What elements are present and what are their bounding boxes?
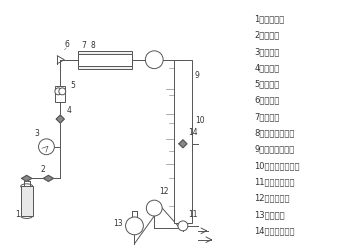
Bar [174, 60, 192, 223]
Text: 13、苯储罐: 13、苯储罐 [254, 209, 285, 218]
Polygon shape [150, 204, 158, 212]
Polygon shape [43, 176, 53, 182]
Text: 5、流量计: 5、流量计 [254, 79, 279, 88]
Text: 1: 1 [15, 209, 19, 218]
Text: 4: 4 [66, 105, 71, 114]
Text: 14: 14 [188, 128, 197, 137]
Text: 13: 13 [113, 218, 122, 228]
Polygon shape [22, 176, 32, 182]
Text: 8、预热器加热炉: 8、预热器加热炉 [254, 128, 294, 137]
Text: 10: 10 [195, 115, 204, 124]
Bar [78, 54, 132, 66]
Circle shape [38, 139, 54, 155]
Polygon shape [179, 140, 187, 148]
Polygon shape [56, 116, 64, 124]
Text: 2、减压阀: 2、减压阀 [254, 30, 279, 40]
Text: 8: 8 [91, 41, 96, 50]
Text: 7、预热器: 7、预热器 [254, 112, 280, 121]
Text: 3、压力表: 3、压力表 [254, 47, 280, 56]
Text: 9、固定床反应器: 9、固定床反应器 [254, 144, 294, 153]
Circle shape [146, 200, 162, 216]
Text: 5: 5 [70, 81, 75, 90]
Circle shape [145, 52, 163, 69]
Circle shape [126, 217, 143, 235]
Circle shape [178, 221, 188, 231]
Text: 11、取样六通鄀: 11、取样六通鄀 [254, 177, 295, 186]
Text: 3: 3 [35, 129, 40, 138]
Text: 2: 2 [41, 164, 45, 173]
Text: 9: 9 [195, 71, 200, 80]
Text: 1、氢气钙瓶: 1、氢气钙瓶 [254, 14, 285, 23]
Text: 7: 7 [81, 41, 86, 50]
Text: 6: 6 [64, 40, 69, 49]
Text: 6、止逆鄀: 6、止逆鄀 [254, 96, 280, 104]
Bar [55, 87, 65, 103]
Text: 10、填料复合床层: 10、填料复合床层 [254, 160, 300, 170]
Bar [78, 52, 132, 69]
Text: 11: 11 [188, 210, 197, 218]
Text: 4、调节鄀: 4、调节鄀 [254, 63, 279, 72]
Text: 12: 12 [159, 186, 169, 195]
Circle shape [55, 88, 62, 96]
Text: 12、苯计量泵: 12、苯计量泵 [254, 193, 289, 202]
Bar [21, 186, 32, 216]
Circle shape [59, 88, 66, 96]
Text: 14、三通放气鄀: 14、三通放气鄀 [254, 226, 295, 234]
